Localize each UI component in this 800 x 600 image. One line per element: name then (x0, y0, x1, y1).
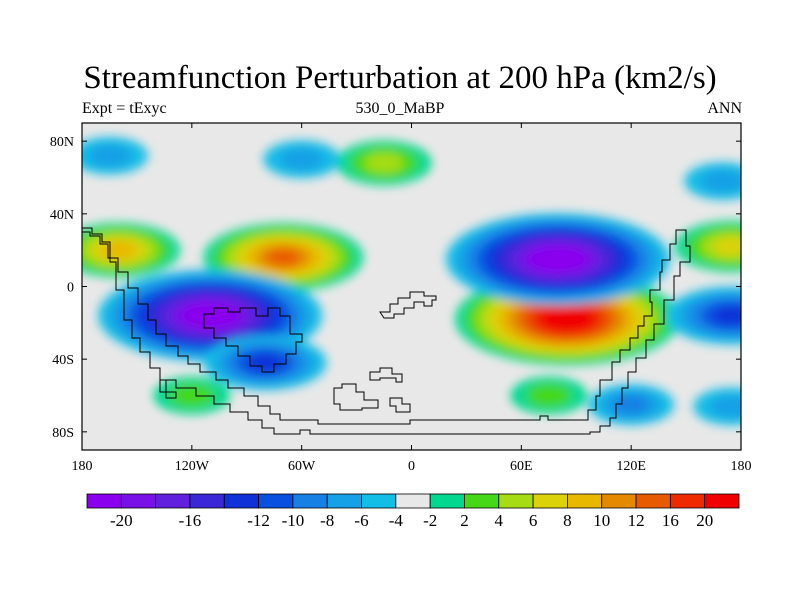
anomaly-8-level-10 (541, 251, 575, 268)
anomaly-15-level-2 (709, 395, 741, 418)
x-tick-label-4: 60E (510, 459, 533, 474)
x-tick-label-3: 0 (408, 459, 415, 474)
peninsula-outline (159, 379, 177, 399)
x-axis: 180 120W 60W 0 60E 120E 180 (72, 123, 752, 474)
y-tick-label-3: 40S (52, 353, 74, 368)
anomaly-1-level-10 (550, 311, 584, 328)
colorbar: -20 -16 -12 -10 -8 -6 -4 -2 2 4 6 8 10 12 16 20 (86, 493, 740, 530)
colorbar-label-11: 8 (563, 511, 572, 530)
anomaly-2-level-7 (266, 249, 300, 266)
time-label: 530_0_MaBP (355, 100, 445, 117)
colorbar-swatch-4 (223, 493, 259, 509)
continent-outlines (82, 227, 691, 435)
colorbar-swatch-15 (601, 493, 637, 509)
colorbar-label-15: 20 (696, 511, 713, 530)
colorbar-label-12: 10 (593, 511, 610, 530)
x-tick-label-0: 180 (72, 459, 93, 474)
antarctic-coast-outline-1 (333, 383, 379, 411)
colorbar-swatch-10 (429, 493, 465, 509)
colorbar-swatch-7 (326, 493, 362, 509)
y-tick-label-1: 40N (50, 208, 74, 223)
x-tick-label-5: 120E (616, 459, 646, 474)
anomaly-14-level-3 (612, 395, 650, 415)
antarctic-coast-outline-3 (389, 397, 411, 413)
season-label: ANN (707, 100, 742, 117)
colorbar-swatch-3 (189, 493, 225, 509)
anomaly-7-level-2 (169, 384, 214, 407)
colorbar-label-6: -4 (389, 511, 404, 530)
y-axis: 80N 40N 0 40S 80S (50, 135, 741, 441)
colorbar-label-1: -16 (179, 511, 202, 530)
landmass-west-outline (82, 227, 691, 435)
colorbar-swatch-16 (635, 493, 671, 509)
colorbar-label-4: -8 (320, 511, 334, 530)
anomaly-16-level-2 (700, 169, 741, 193)
x-tick-label-2: 60W (288, 459, 316, 474)
contour-fills (82, 136, 741, 426)
anomaly-11-level-5 (248, 354, 283, 372)
anomaly-10-level-5 (713, 306, 741, 325)
colorbar-swatch-2 (155, 493, 191, 509)
colorbar-label-14: 16 (662, 511, 679, 530)
anomaly-6-level-2 (526, 384, 571, 407)
contour-field (82, 123, 741, 450)
colorbar-label-2: -12 (247, 511, 270, 530)
south-america-outline (203, 307, 303, 373)
antarctic-coast-outline-2 (369, 367, 403, 383)
anomaly-5-level-3 (364, 152, 404, 174)
colorbar-swatch-9 (395, 493, 431, 509)
x-tick-label-1: 120W (175, 459, 210, 474)
colorbar-label-8: 2 (460, 511, 469, 530)
colorbar-swatch-8 (361, 493, 397, 509)
x-tick-label-6: 180 (731, 459, 752, 474)
y-tick-label-4: 80S (52, 426, 74, 441)
colorbar-label-9: 4 (495, 511, 504, 530)
anomaly-12-level-2 (87, 144, 132, 168)
colorbar-label-10: 6 (529, 511, 538, 530)
colorbar-swatch-0 (86, 493, 122, 509)
colorbar-swatch-5 (258, 493, 294, 509)
colorbar-label-7: -2 (423, 511, 437, 530)
colorbar-label-0: -20 (110, 511, 133, 530)
colorbar-swatch-17 (669, 493, 706, 509)
colorbar-swatch-6 (292, 493, 328, 509)
africa-outline (379, 291, 437, 319)
anomaly-13-level-2 (279, 147, 324, 171)
anomaly-4-level-4 (713, 237, 741, 256)
colorbar-swatch-1 (120, 493, 157, 509)
colorbar-swatch-14 (567, 493, 603, 509)
colorbar-label-5: -6 (354, 511, 368, 530)
colorbar-swatch-11 (464, 493, 500, 509)
colorbar-swatch-13 (532, 493, 568, 509)
anomaly-9-level-10 (193, 307, 227, 324)
colorbar-label-3: -10 (282, 511, 305, 530)
y-tick-label-2: 0 (67, 281, 74, 296)
chart-title: Streamfunction Perturbation at 200 hPa (… (83, 60, 717, 96)
y-tick-label-0: 80N (50, 135, 74, 150)
colorbar-label-13: 12 (628, 511, 645, 530)
experiment-label: Expt = tExyc (82, 100, 167, 117)
colorbar-swatch-18 (704, 493, 740, 509)
colorbar-swatch-12 (498, 493, 534, 509)
